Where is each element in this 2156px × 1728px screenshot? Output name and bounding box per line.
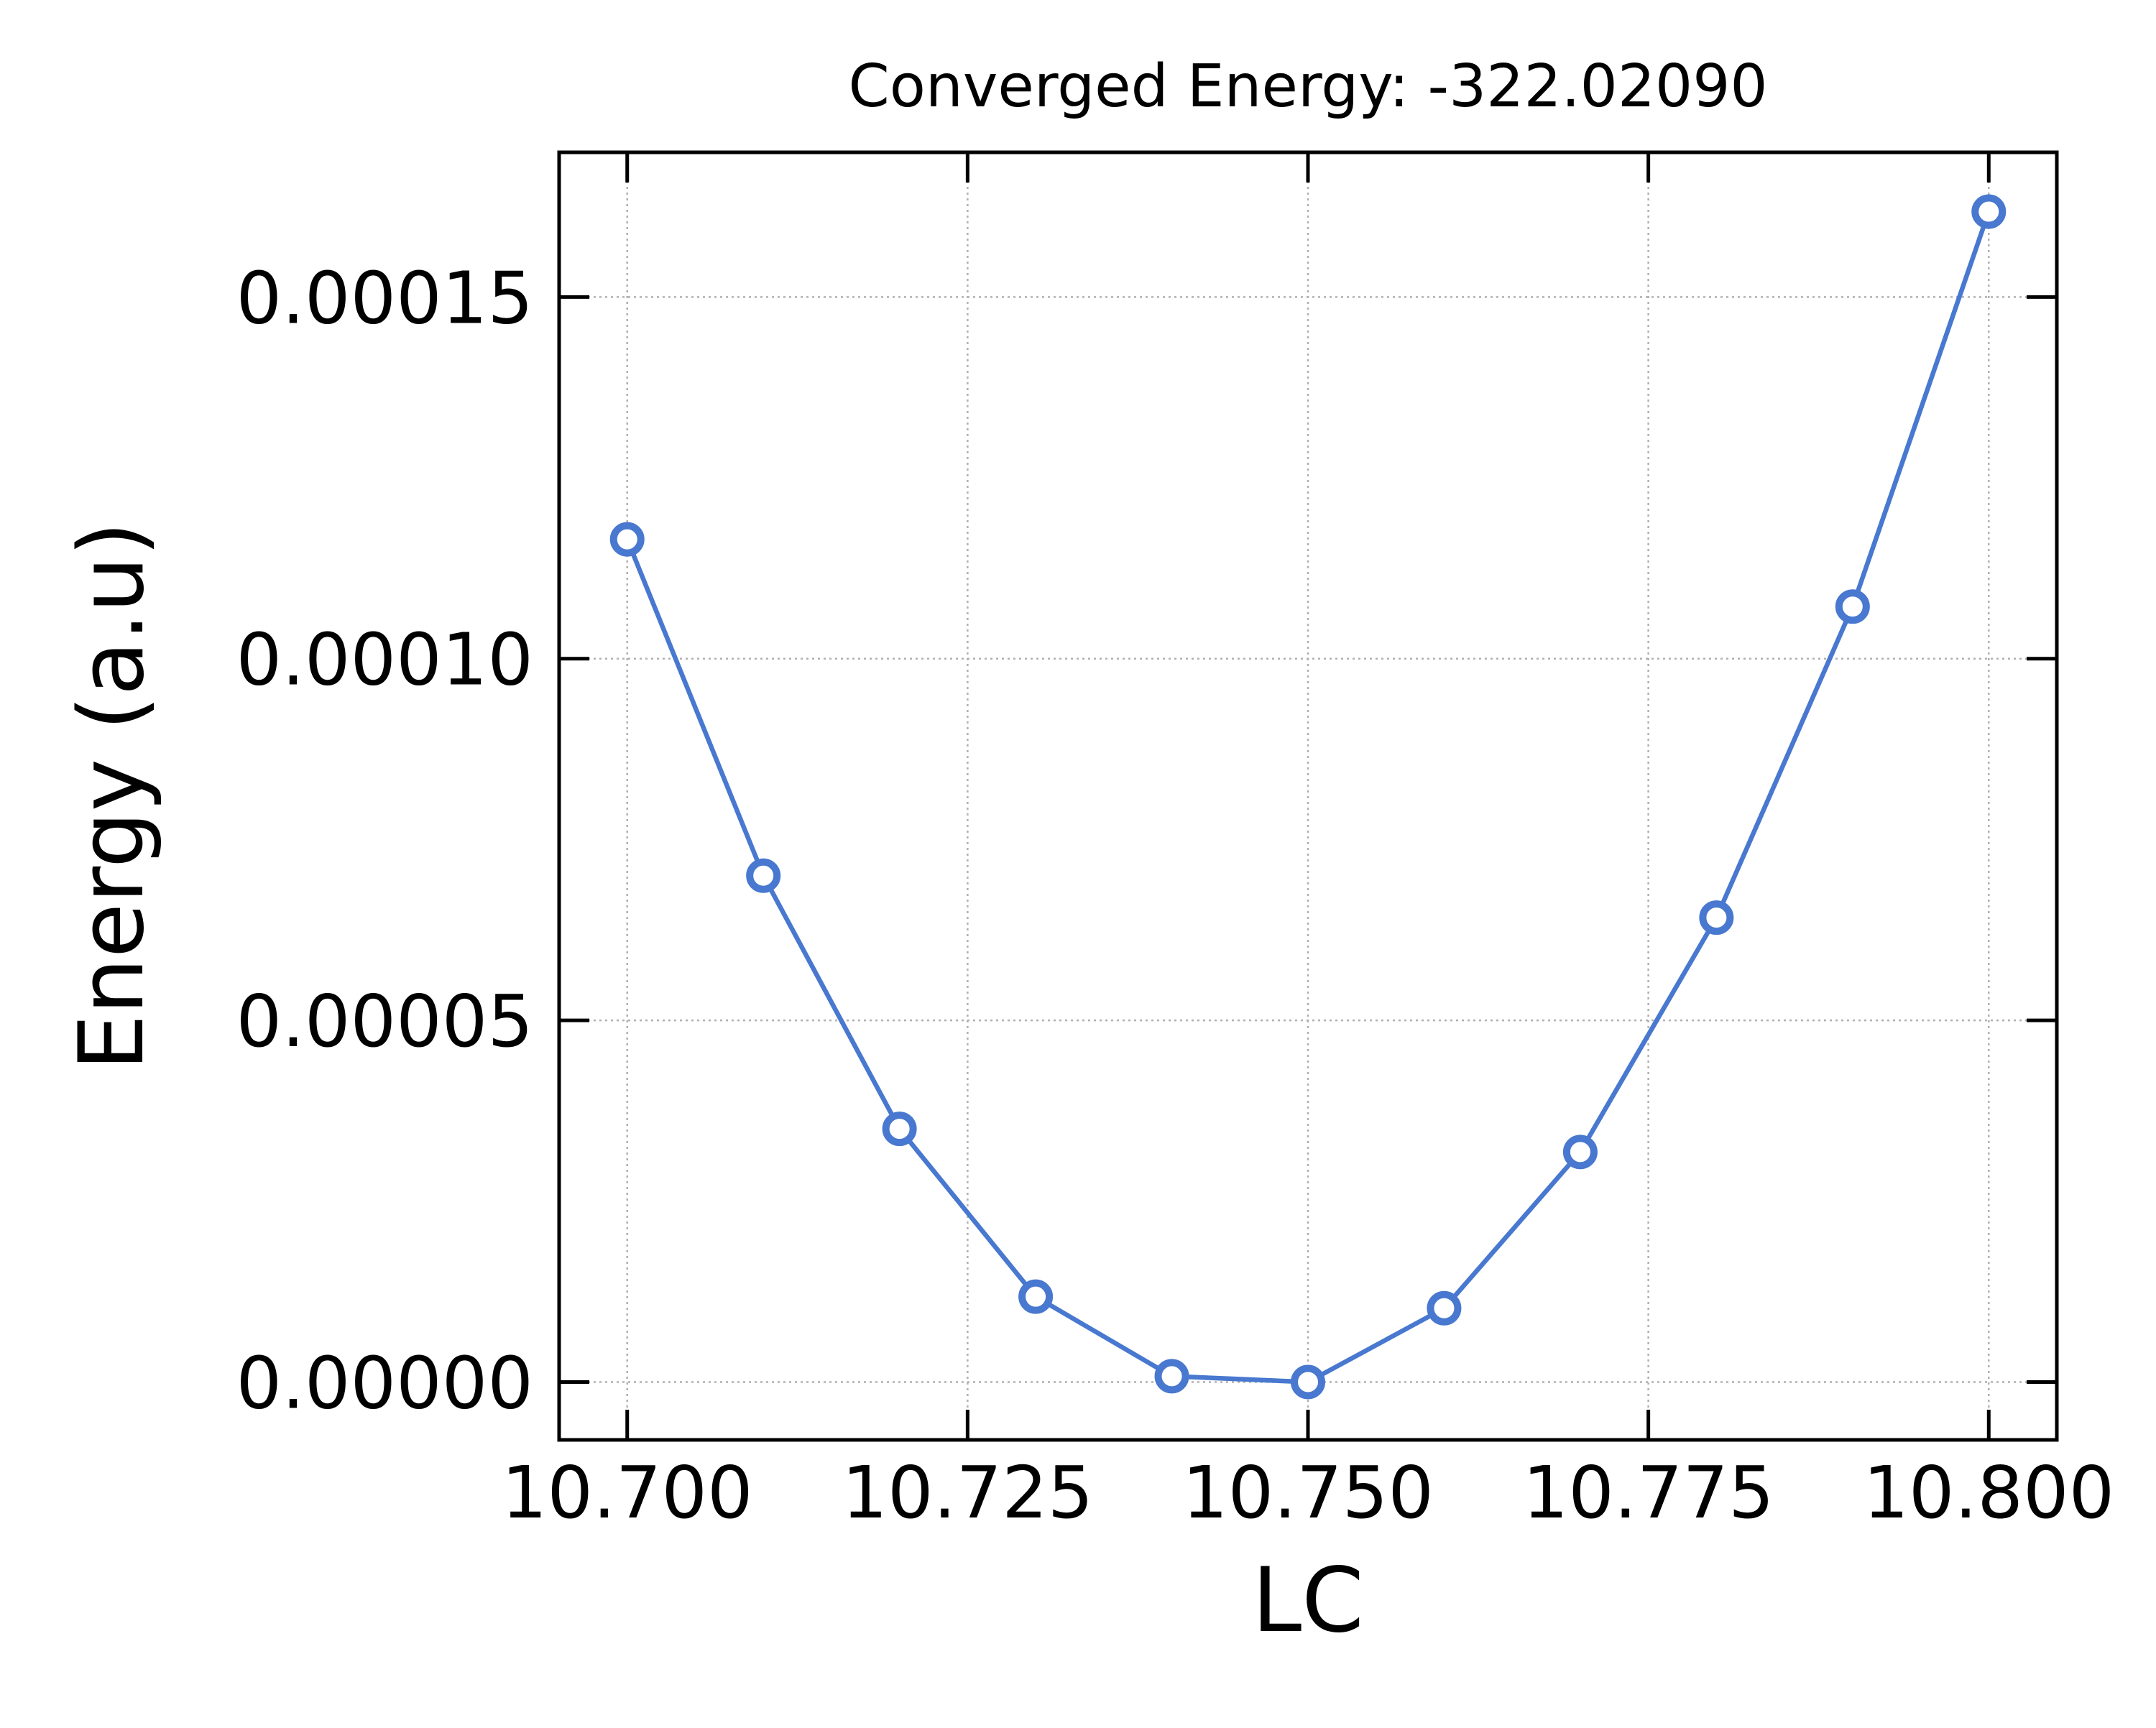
x-tick-label: 10.800: [1863, 1451, 2114, 1535]
x-axis-label: LC: [1252, 1549, 1364, 1653]
data-point: [1971, 194, 2007, 229]
x-tick-label: 10.725: [842, 1451, 1093, 1535]
data-point: [1835, 589, 1870, 624]
chart-title: Converged Energy: -322.02090: [848, 52, 1767, 121]
data-point: [746, 858, 781, 893]
data-point: [609, 522, 645, 557]
x-tick-label: 10.700: [502, 1451, 753, 1535]
data-point: [1562, 1135, 1598, 1170]
x-tick-label: 10.775: [1523, 1451, 1774, 1535]
y-tick-label: 0.00010: [236, 618, 533, 702]
data-point: [1699, 900, 1734, 935]
y-axis-label: Energy (a.u): [60, 522, 164, 1071]
data-point: [882, 1112, 917, 1147]
data-point: [1154, 1359, 1189, 1394]
series-layer: [609, 194, 2007, 1400]
data-point: [1018, 1279, 1054, 1314]
x-tick-label: 10.750: [1182, 1451, 1434, 1535]
y-tick-label: 0.00015: [236, 256, 533, 340]
data-point: [1427, 1290, 1462, 1326]
grid-layer: [559, 152, 2057, 1440]
tick-layer: 10.700 10.725 10.750 10.775 10.800 0.00000 0.0…: [236, 152, 2114, 1535]
y-tick-label: 0.00005: [236, 979, 533, 1063]
data-point: [1291, 1364, 1325, 1400]
y-tick-label: 0.00000: [236, 1341, 533, 1425]
